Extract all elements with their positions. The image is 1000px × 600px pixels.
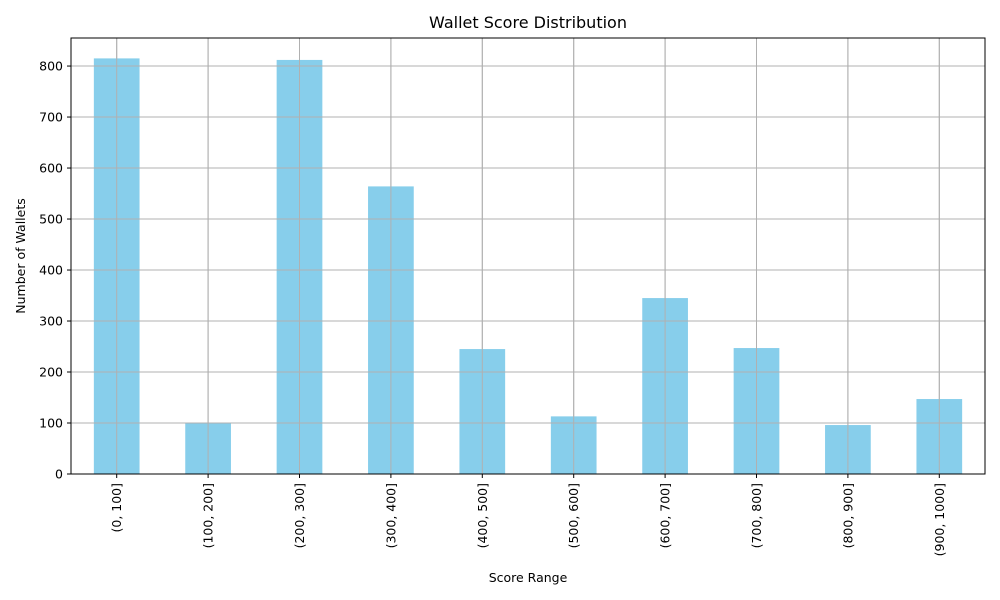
x-tick-label: (800, 900]	[840, 483, 855, 548]
y-axis-label: Number of Wallets	[13, 198, 28, 313]
y-axis-ticks: 0 100 200 300 400 500 600 700 800	[39, 59, 71, 482]
y-tick-label: 500	[39, 212, 63, 227]
y-tick-label: 700	[39, 110, 63, 125]
x-tick-label: (900, 1000]	[932, 483, 947, 556]
y-tick-label: 200	[39, 365, 63, 380]
plot-frame	[70, 37, 986, 475]
x-tick-label: (200, 300]	[292, 483, 307, 548]
y-tick-label: 400	[39, 263, 63, 278]
x-tick-label: (0, 100]	[109, 483, 124, 533]
x-tick-label: (400, 500]	[475, 483, 490, 548]
x-tick-label: (700, 800]	[749, 483, 764, 548]
y-tick-label: 600	[39, 161, 63, 176]
x-tick-label: (300, 400]	[383, 483, 398, 548]
chart-title: Wallet Score Distribution	[429, 13, 627, 32]
x-tick-label: (600, 700]	[658, 483, 673, 548]
y-tick-label: 300	[39, 314, 63, 329]
y-tick-label: 800	[39, 59, 63, 74]
vertical-gridlines-front	[116, 38, 940, 474]
y-tick-label: 0	[55, 467, 63, 482]
x-axis-label: Score Range	[489, 570, 568, 585]
y-tick-label: 100	[39, 416, 63, 431]
x-tick-label: (100, 200]	[201, 483, 216, 548]
x-axis-ticks: (0, 100] (100, 200] (200, 300] (300, 400] (4…	[109, 474, 947, 556]
bars	[93, 58, 963, 475]
x-tick-label: (500, 600]	[566, 483, 581, 548]
vertical-gridlines	[116, 38, 940, 474]
